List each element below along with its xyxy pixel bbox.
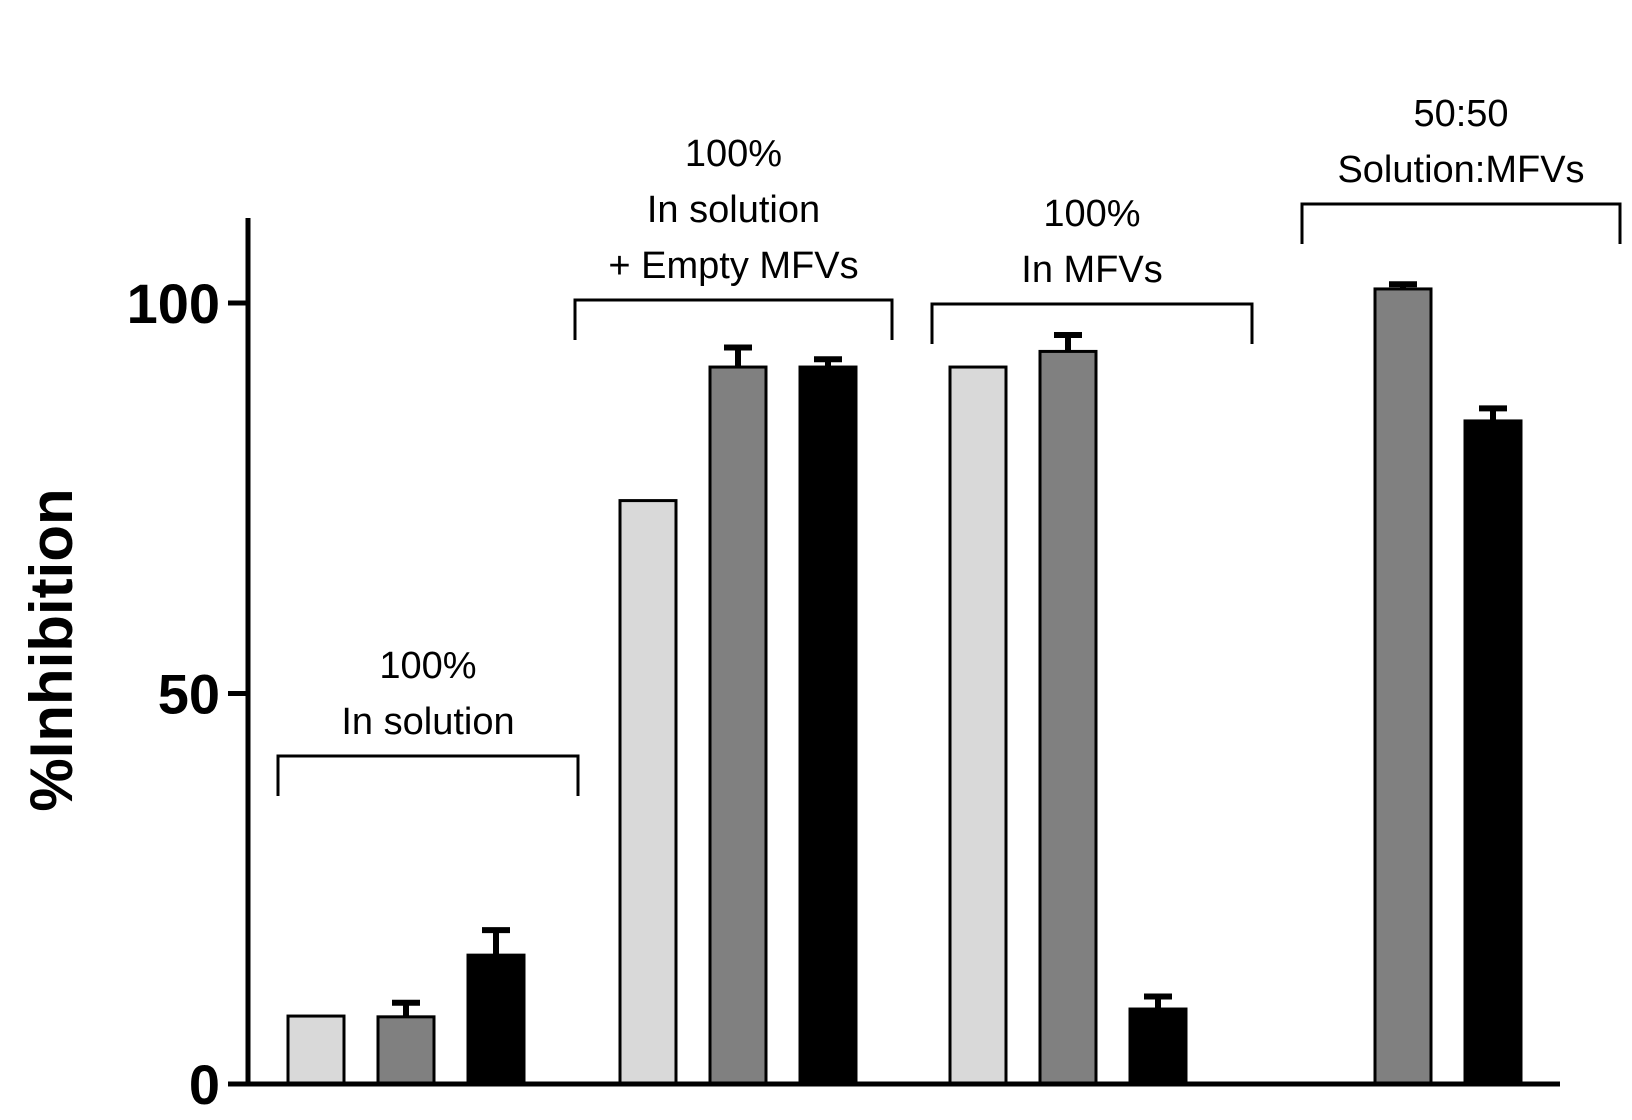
bar-1-1 [286, 1014, 346, 1086]
group-label-3-line-2: In MFVs [1021, 249, 1162, 291]
error-bars-layer [392, 281, 1507, 1017]
bar-1-3 [466, 953, 526, 1086]
bar-2-2 [708, 365, 768, 1086]
group-label-4-line-1: 50:50 [1413, 93, 1508, 135]
group-label-2-line-2: In solution [647, 189, 820, 231]
bar-3-2 [1038, 349, 1098, 1086]
bar-3-1 [948, 365, 1008, 1086]
group-bracket-1 [276, 754, 580, 796]
group-label-1-line-2: In solution [341, 701, 514, 743]
group-label-2-line-1: 100% [685, 133, 782, 175]
bar-1-2 [376, 1015, 436, 1086]
y-tick-label-50: 50 [158, 663, 220, 726]
y-tick-label-0: 0 [189, 1053, 220, 1115]
group-bracket-2 [573, 298, 894, 340]
y-tick-label-100: 100 [127, 272, 220, 335]
group-label-2-line-3: + Empty MFVs [608, 245, 858, 287]
group-label-3-line-1: 100% [1043, 193, 1140, 235]
group-brackets-layer: 100% In solution 100% In solution + Empty MF… [276, 93, 1622, 796]
group-bracket-4 [1300, 202, 1622, 244]
group-label-1-line-1: 100% [379, 645, 476, 687]
bar-4-2 [1373, 287, 1433, 1086]
axes-layer: 0 50 100 %Inhibition [18, 218, 1560, 1116]
group-bracket-3 [930, 302, 1254, 344]
group-label-4-line-2: Solution:MFVs [1337, 149, 1584, 191]
bar-3-3 [1128, 1007, 1188, 1086]
y-axis-title: %Inhibition [18, 488, 85, 811]
bars-layer [286, 287, 1523, 1086]
bar-2-1 [618, 499, 678, 1086]
bar-4-3 [1463, 419, 1523, 1086]
bar-2-3 [798, 365, 858, 1086]
